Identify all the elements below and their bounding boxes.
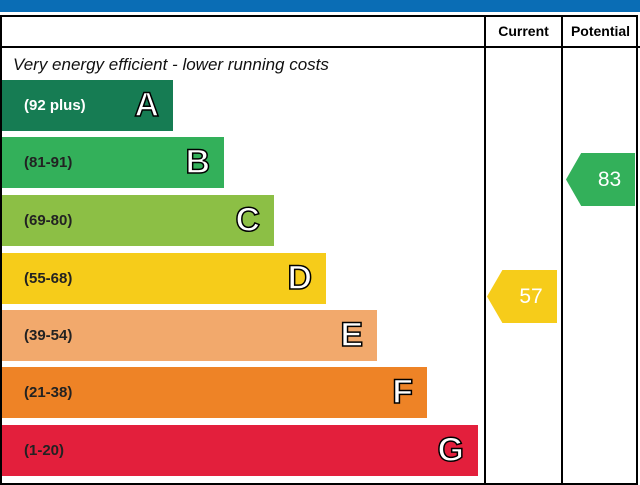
band-letter: C — [235, 200, 261, 240]
band-bar-f: (21-38) F — [2, 367, 427, 418]
band-range: (92 plus) — [24, 97, 86, 114]
band-letter: E — [340, 315, 364, 355]
band-letter: G — [437, 430, 465, 470]
divider — [484, 15, 486, 485]
band-bar-b: (81-91) B — [2, 137, 224, 188]
efficiency-note: Very energy efficient - lower running co… — [13, 55, 329, 74]
band-letter: B — [185, 142, 211, 182]
band-range: (81-91) — [24, 154, 73, 171]
band-range: (39-54) — [24, 327, 73, 344]
header-potential: Potential — [570, 23, 631, 39]
band-letter: D — [287, 258, 313, 298]
band-bar-d: (55-68) D — [2, 253, 326, 304]
band-range: (21-38) — [24, 384, 73, 401]
divider — [561, 15, 563, 485]
band-bar-g: (1-20) G — [2, 425, 478, 476]
band-letter: F — [391, 372, 413, 412]
band-range: (1-20) — [24, 442, 65, 459]
band-bar-c: (69-80) C — [2, 195, 274, 246]
band-letter: A — [134, 85, 160, 125]
potential-rating-value: 83 — [597, 168, 622, 191]
band-range: (69-80) — [24, 212, 73, 229]
current-rating-arrow: 57 — [487, 270, 557, 323]
title-band — [0, 0, 640, 12]
divider — [0, 46, 640, 48]
band-range: (55-68) — [24, 270, 73, 287]
band-bar-a: (92 plus) A — [2, 80, 173, 131]
header-current: Current — [498, 23, 549, 39]
potential-rating-arrow: 83 — [566, 153, 635, 206]
band-bar-e: (39-54) E — [2, 310, 377, 361]
current-rating-value: 57 — [519, 285, 543, 308]
